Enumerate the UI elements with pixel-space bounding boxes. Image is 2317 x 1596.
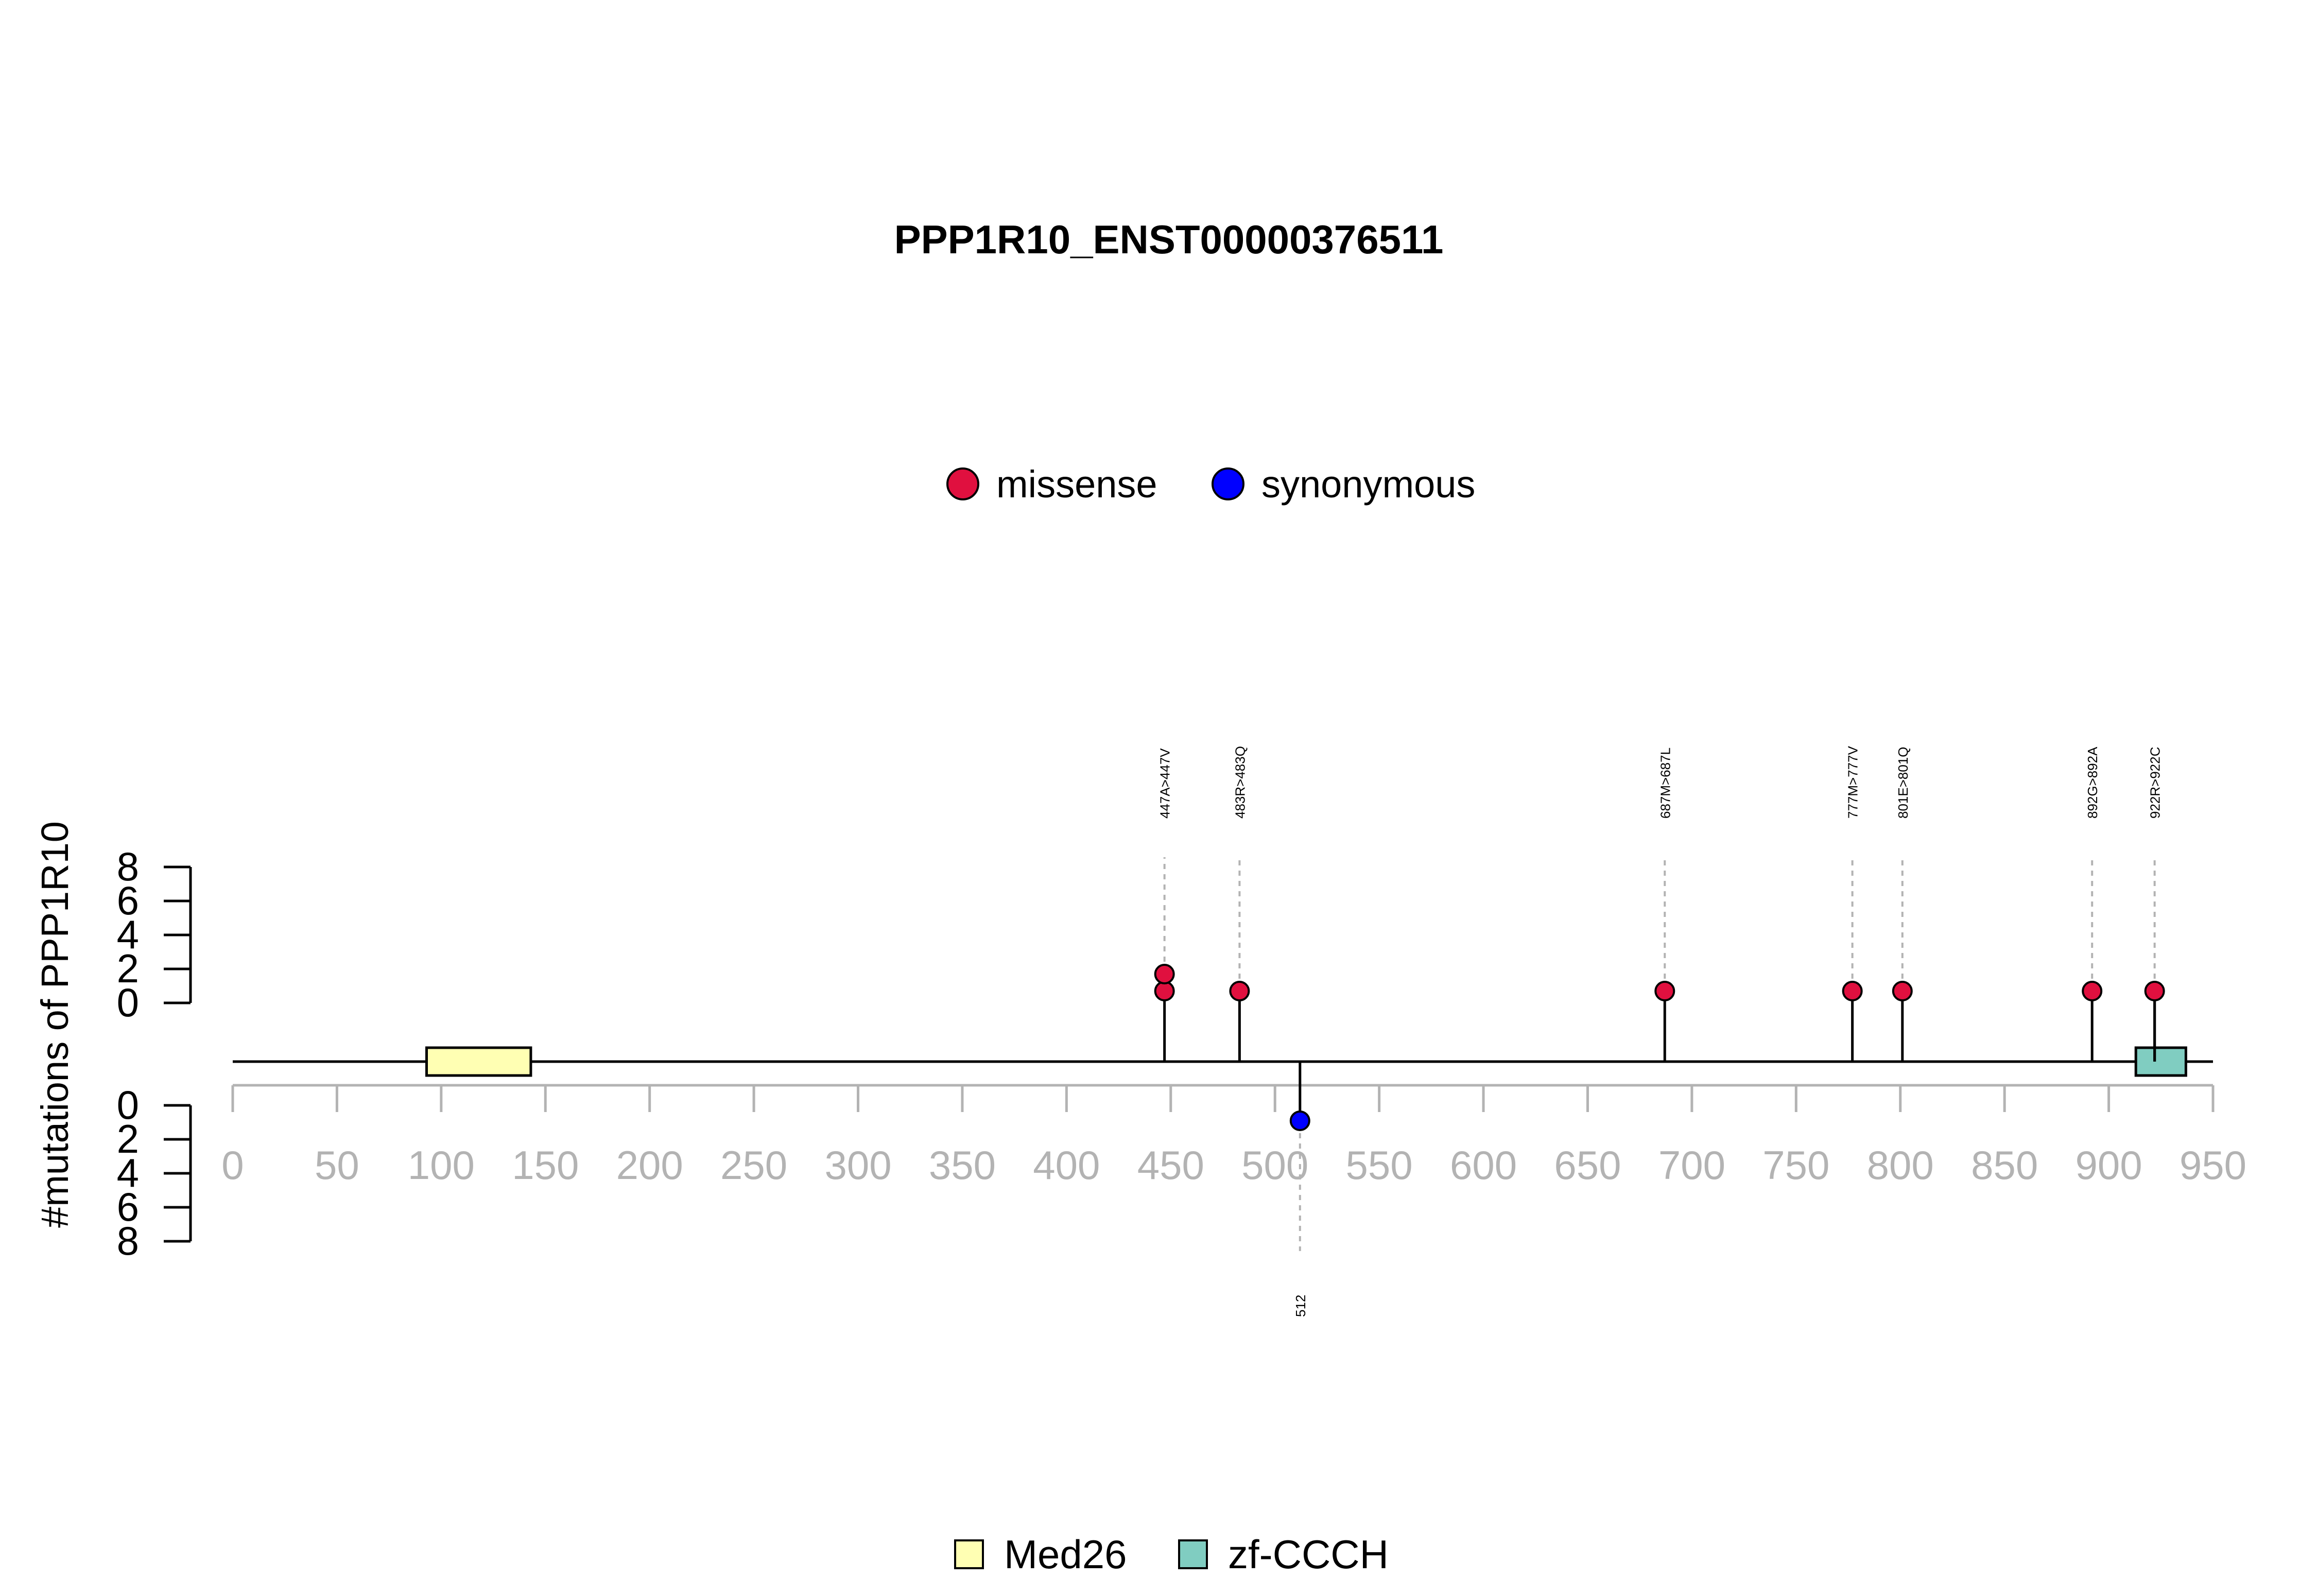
- protein-domains: [425, 1046, 2187, 1077]
- axes: 0 50 100 150 200 250 300 350 400 450 500 550 600 650 7…: [117, 844, 2246, 1263]
- x-tick-label-450: 450: [1137, 1142, 1204, 1188]
- x-tick-label-650: 650: [1554, 1142, 1621, 1188]
- y-lower-tick-label-4: 4: [117, 1150, 139, 1195]
- legend-label-synonymous: synonymous: [1261, 463, 1475, 506]
- y-upper-tick-label-0: 0: [117, 980, 139, 1025]
- y-upper-tick-label-2: 2: [117, 946, 139, 991]
- y-lower-tick-label-0: 0: [117, 1082, 139, 1127]
- point-687M>687L-1: [1654, 981, 1675, 1001]
- domain-zf-CCCH: [2134, 1046, 2187, 1077]
- mutation-label-447A>447V: 447A>447V: [1157, 748, 1173, 819]
- point-777M>777V-1: [1842, 981, 1863, 1001]
- mutation-label-922R>922C: 922R>922C: [2148, 747, 2163, 819]
- x-tick-label-300: 300: [824, 1142, 891, 1188]
- x-tick-label-800: 800: [1867, 1142, 1934, 1188]
- x-tick-label-100: 100: [408, 1142, 475, 1188]
- legend-swatch-undefined-Med26: [954, 1539, 984, 1569]
- legend-bottom: Med26 zf-CCCH: [954, 1532, 1389, 1577]
- legend-label-missense: missense: [996, 463, 1157, 506]
- y-upper-tick-label-6: 6: [117, 878, 139, 923]
- x-tick-label-50: 50: [315, 1142, 359, 1188]
- legend-label-zf-CCCH: zf-CCCH: [1228, 1532, 1389, 1577]
- mutation-label-512: 512: [1293, 1295, 1308, 1317]
- legend-marker-synonymous: [1212, 467, 1244, 500]
- mutation-label-687M>687L: 687M>687L: [1657, 748, 1673, 819]
- point-447A>447V-2: [1154, 964, 1175, 984]
- x-tick-label-850: 850: [1971, 1142, 2038, 1188]
- x-tick-label-950: 950: [2180, 1142, 2246, 1188]
- legend-label-Med26: Med26: [1004, 1532, 1127, 1577]
- x-tick-label-200: 200: [616, 1142, 683, 1188]
- y-upper-tick-label-8: 8: [117, 844, 139, 889]
- point-922R>922C-1: [2144, 981, 2165, 1001]
- mutation-label-483R>483Q: 483R>483Q: [1232, 746, 1248, 819]
- x-tick-label-250: 250: [720, 1142, 787, 1188]
- point-483R>483Q-1: [1229, 981, 1250, 1001]
- y-axis-label: #mutations of PPP1R10: [33, 821, 76, 1228]
- y-lower-tick-label-6: 6: [117, 1184, 139, 1229]
- x-tick-label-500: 500: [1241, 1142, 1308, 1188]
- point-447A>447V-1: [1154, 981, 1175, 1001]
- chart-title: PPP1R10_ENST00000376511: [894, 217, 1444, 262]
- point-801E>801Q-1: [1892, 981, 1913, 1001]
- point-512-1: [1289, 1111, 1310, 1131]
- x-tick-label-700: 700: [1658, 1142, 1725, 1188]
- mutation-lollipops: 447A>447V 483R>483Q 687M>687L 777M>777V 801E…: [1154, 745, 2165, 1317]
- x-tick-label-900: 900: [2076, 1142, 2142, 1188]
- domain-Med26: [425, 1046, 532, 1077]
- x-tick-label-600: 600: [1450, 1142, 1517, 1188]
- x-tick-label-150: 150: [512, 1142, 579, 1188]
- legend-top: missense synonymous: [946, 463, 1475, 506]
- y-lower-tick-label-8: 8: [117, 1218, 139, 1263]
- mutation-label-892G>892A: 892G>892A: [2085, 747, 2100, 819]
- legend-marker-missense: [946, 467, 979, 500]
- y-lower-tick-label-2: 2: [117, 1116, 139, 1161]
- x-tick-label-350: 350: [929, 1142, 996, 1188]
- x-tick-label-0: 0: [221, 1142, 244, 1188]
- x-tick-label-550: 550: [1346, 1142, 1413, 1188]
- x-tick-label-750: 750: [1762, 1142, 1829, 1188]
- y-upper-tick-label-4: 4: [117, 912, 139, 957]
- x-tick-label-400: 400: [1033, 1142, 1100, 1188]
- mutation-label-801E>801Q: 801E>801Q: [1895, 747, 1911, 819]
- legend-swatch-undefined-zf-CCCH: [1178, 1539, 1208, 1569]
- point-892G>892A-1: [2082, 981, 2103, 1001]
- mutation-label-777M>777V: 777M>777V: [1845, 745, 1861, 819]
